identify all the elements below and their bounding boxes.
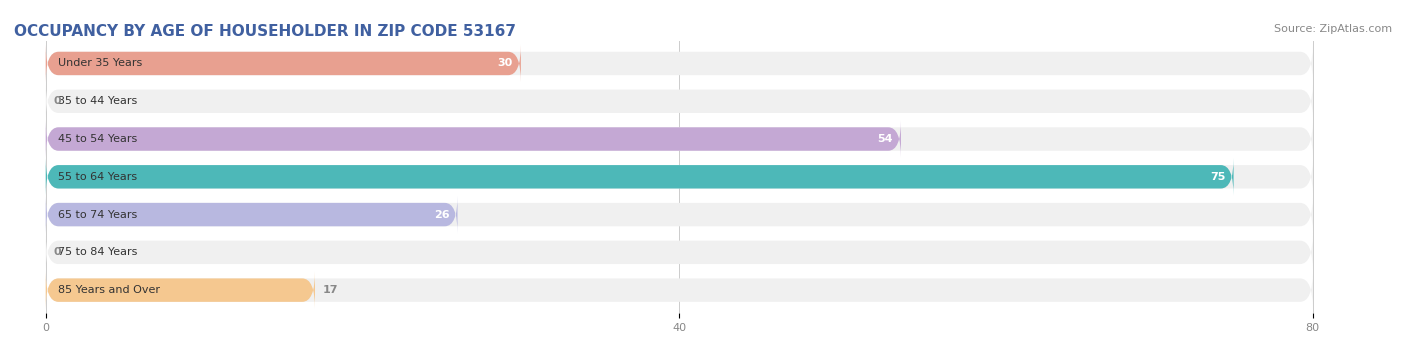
FancyBboxPatch shape	[46, 120, 901, 157]
FancyBboxPatch shape	[46, 272, 1313, 309]
FancyBboxPatch shape	[46, 158, 1313, 195]
Text: 54: 54	[877, 134, 893, 144]
FancyBboxPatch shape	[46, 158, 1233, 195]
Text: 75 to 84 Years: 75 to 84 Years	[59, 248, 138, 257]
Text: 0: 0	[53, 96, 62, 106]
FancyBboxPatch shape	[46, 196, 457, 233]
Text: 26: 26	[434, 209, 450, 220]
FancyBboxPatch shape	[46, 45, 520, 82]
Text: 75: 75	[1211, 172, 1226, 182]
FancyBboxPatch shape	[46, 234, 1313, 271]
Text: 85 Years and Over: 85 Years and Over	[59, 285, 160, 295]
Text: 35 to 44 Years: 35 to 44 Years	[59, 96, 138, 106]
Text: 17: 17	[323, 285, 339, 295]
Text: OCCUPANCY BY AGE OF HOUSEHOLDER IN ZIP CODE 53167: OCCUPANCY BY AGE OF HOUSEHOLDER IN ZIP C…	[14, 24, 516, 39]
Text: 0: 0	[53, 248, 62, 257]
Text: Under 35 Years: Under 35 Years	[59, 58, 142, 68]
FancyBboxPatch shape	[46, 272, 315, 309]
FancyBboxPatch shape	[46, 83, 1313, 120]
FancyBboxPatch shape	[46, 196, 1313, 233]
FancyBboxPatch shape	[46, 45, 1313, 82]
Text: 30: 30	[498, 58, 513, 68]
Text: 45 to 54 Years: 45 to 54 Years	[59, 134, 138, 144]
Text: 55 to 64 Years: 55 to 64 Years	[59, 172, 138, 182]
Text: Source: ZipAtlas.com: Source: ZipAtlas.com	[1274, 24, 1392, 34]
FancyBboxPatch shape	[46, 120, 1313, 157]
Text: 65 to 74 Years: 65 to 74 Years	[59, 209, 138, 220]
